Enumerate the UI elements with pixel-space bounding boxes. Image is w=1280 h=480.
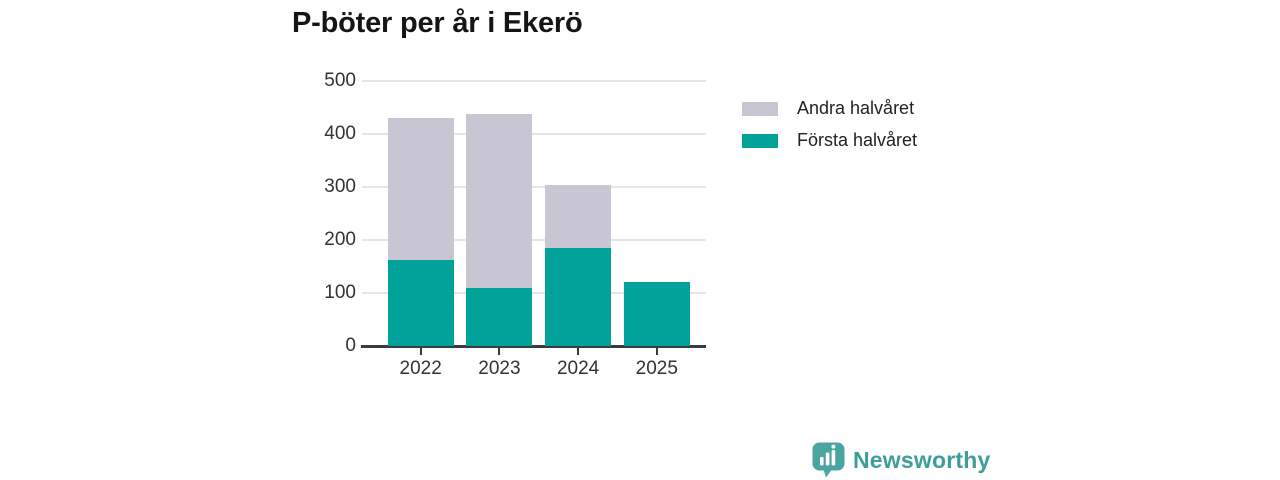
- x-axis-tick: [577, 348, 580, 355]
- legend-item-andra-halvaret: Andra halvåret: [742, 97, 917, 120]
- newsworthy-logo-icon: [812, 442, 845, 478]
- y-axis-tick-label: 100: [324, 282, 356, 303]
- gridline-y-500: [362, 80, 706, 82]
- bar-2023-andra-halvaret: [466, 114, 533, 288]
- bar-2022-forsta-halvaret: [387, 260, 454, 346]
- legend-swatch-forsta-halvaret: [742, 133, 778, 148]
- legend-swatch-andra-halvaret: [742, 101, 778, 116]
- y-axis-tick-label: 500: [324, 70, 356, 91]
- bar-2025-forsta-halvaret: [623, 282, 690, 346]
- legend-label-andra-halvaret: Andra halvåret: [797, 98, 915, 118]
- chart-title: P-böter per år i Ekerö: [292, 7, 583, 39]
- y-axis-tick-label: 400: [324, 123, 356, 144]
- x-axis-tick-label-2022: 2022: [399, 358, 442, 379]
- bar-2022-andra-halvaret: [387, 117, 454, 261]
- y-axis-tick-label: 200: [324, 229, 356, 250]
- bar-2023-forsta-halvaret: [466, 287, 533, 346]
- x-axis-tick-label-2024: 2024: [556, 358, 600, 379]
- x-axis-tick: [498, 348, 501, 355]
- brand-footer: Newsworthy: [812, 442, 990, 478]
- x-axis-tick: [419, 348, 422, 355]
- gridline-y-400: [362, 133, 706, 135]
- gridline-y-200: [362, 239, 706, 241]
- plot-area: [362, 80, 706, 346]
- gridline-y-100: [362, 292, 706, 294]
- x-axis-tick-label-2025: 2025: [635, 358, 678, 379]
- bar-2024-forsta-halvaret: [545, 248, 612, 346]
- legend: Andra halvåret Första halvåret: [742, 97, 917, 152]
- y-axis-tick-label: 300: [324, 176, 356, 197]
- bar-2024-andra-halvaret: [545, 184, 612, 249]
- x-axis-tick: [655, 348, 658, 355]
- legend-item-forsta-halvaret: Första halvåret: [742, 129, 917, 152]
- brand-name: Newsworthy: [853, 446, 991, 473]
- legend-label-forsta-halvaret: Första halvåret: [797, 130, 918, 150]
- gridline-y-300: [362, 186, 706, 188]
- x-axis-tick-label-2023: 2023: [478, 358, 521, 379]
- y-axis-tick-label: 0: [345, 335, 356, 356]
- x-axis-line: [361, 345, 706, 348]
